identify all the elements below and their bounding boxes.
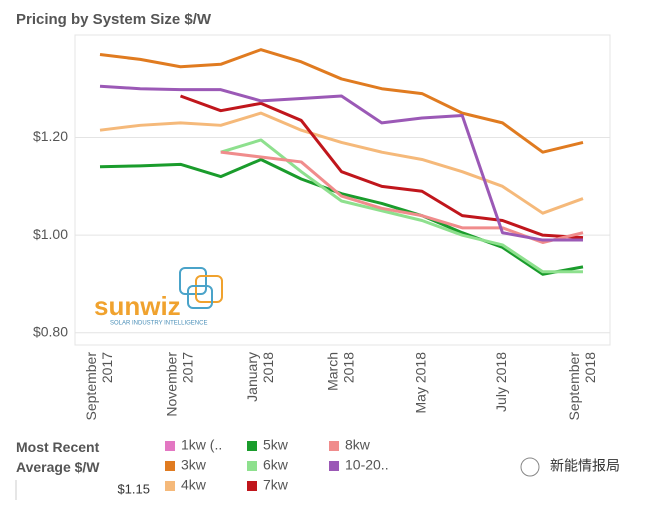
legend-swatch (247, 481, 257, 491)
x-tick-label: May 2018 (413, 352, 429, 414)
x-tick-label: March2018 (324, 352, 356, 391)
x-tick-label: September2018 (566, 352, 598, 421)
logo-icon (187, 285, 213, 309)
plot-area (74, 34, 611, 346)
legend-label: 7kw (263, 477, 289, 493)
legend-swatch (247, 441, 257, 451)
logo-name: sunwiz (94, 291, 181, 321)
x-tick-label: November2017 (163, 352, 195, 417)
legend-label: 6kw (263, 457, 289, 473)
legend-label: 5kw (263, 437, 289, 453)
logo-icon (195, 275, 223, 303)
legend-title: Most Recent Average $/W (16, 439, 100, 475)
series-line (179, 94, 584, 240)
legend-label: 8kw (345, 437, 371, 453)
series-line (99, 157, 584, 276)
legend-value: $1.15 (117, 481, 150, 496)
legend-label: 3kw (181, 457, 207, 473)
series-line (99, 48, 584, 154)
series-line (220, 138, 583, 274)
y-tick-label: $1.00 (33, 226, 68, 242)
legend-swatch (165, 441, 175, 451)
legend-label: 4kw (181, 477, 207, 493)
legend-label: 1kw (.. (181, 437, 222, 453)
series-line (99, 111, 584, 215)
legend-swatch (329, 441, 339, 451)
watermark: 新能情报局 (550, 458, 620, 474)
x-tick-label: September2017 (83, 352, 115, 421)
legend-label: 10-20.. (345, 457, 389, 473)
watermark-icon (520, 457, 540, 477)
logo-icon (179, 267, 207, 295)
y-tick-label: $1.20 (33, 128, 68, 144)
chart-title: Pricing by System Size $/W (16, 11, 212, 28)
legend-swatch (165, 461, 175, 471)
x-tick-label: January2018 (244, 352, 276, 402)
y-tick-label: $0.80 (33, 323, 68, 339)
series-line (99, 84, 583, 242)
logo-tagline: SOLAR INDUSTRY INTELLIGENCE (110, 321, 207, 327)
logo: sunwiz SOLAR INDUSTRY INTELLIGENCE (94, 267, 223, 327)
legend-swatch (329, 461, 339, 471)
legend-swatch (247, 461, 257, 471)
x-tick-label: July 2018 (493, 352, 509, 412)
legend-swatch (165, 481, 175, 491)
